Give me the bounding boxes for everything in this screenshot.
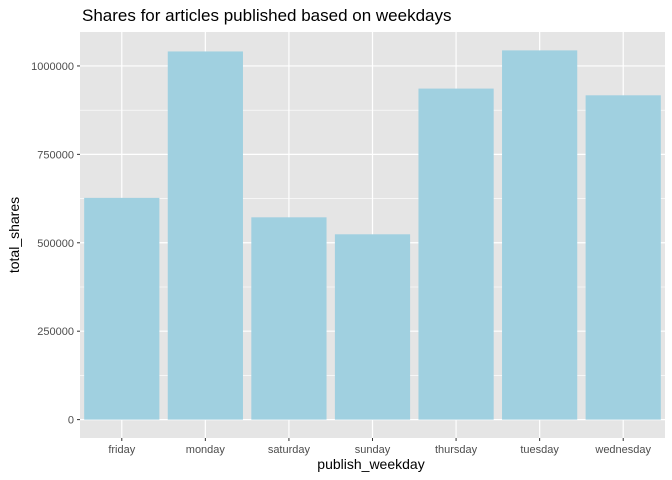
bar-thursday [418,88,494,420]
y-axis-title: total_shares [6,197,22,273]
x-axis: friday monday saturday sunday thursday tuesda… [108,438,652,456]
y-tick-label: 750000 [37,149,74,161]
x-tick-label: friday [108,444,135,456]
bar-friday [84,197,160,420]
x-tick-label: saturday [268,444,311,456]
y-axis: 0 250000 500000 750000 1000000 [31,61,80,427]
chart-title: Shares for articles published based on w… [82,6,452,25]
y-tick-label: 1000000 [31,61,74,73]
bar-saturday [251,217,327,420]
x-tick-label: sunday [355,444,391,456]
bar-wednesday [585,95,661,420]
y-tick-label: 500000 [37,238,74,250]
x-tick-label: thursday [435,444,478,456]
x-tick-label: monday [186,444,226,456]
bars [84,50,661,420]
bar-sunday [334,234,411,420]
y-tick-label: 250000 [37,326,74,338]
x-tick-label: wednesday [594,444,651,456]
y-tick-label: 0 [68,415,74,427]
x-tick-label: tuesday [520,444,559,456]
bar-tuesday [502,50,578,420]
bar-monday [167,51,243,420]
x-axis-title: publish_weekday [317,456,424,472]
